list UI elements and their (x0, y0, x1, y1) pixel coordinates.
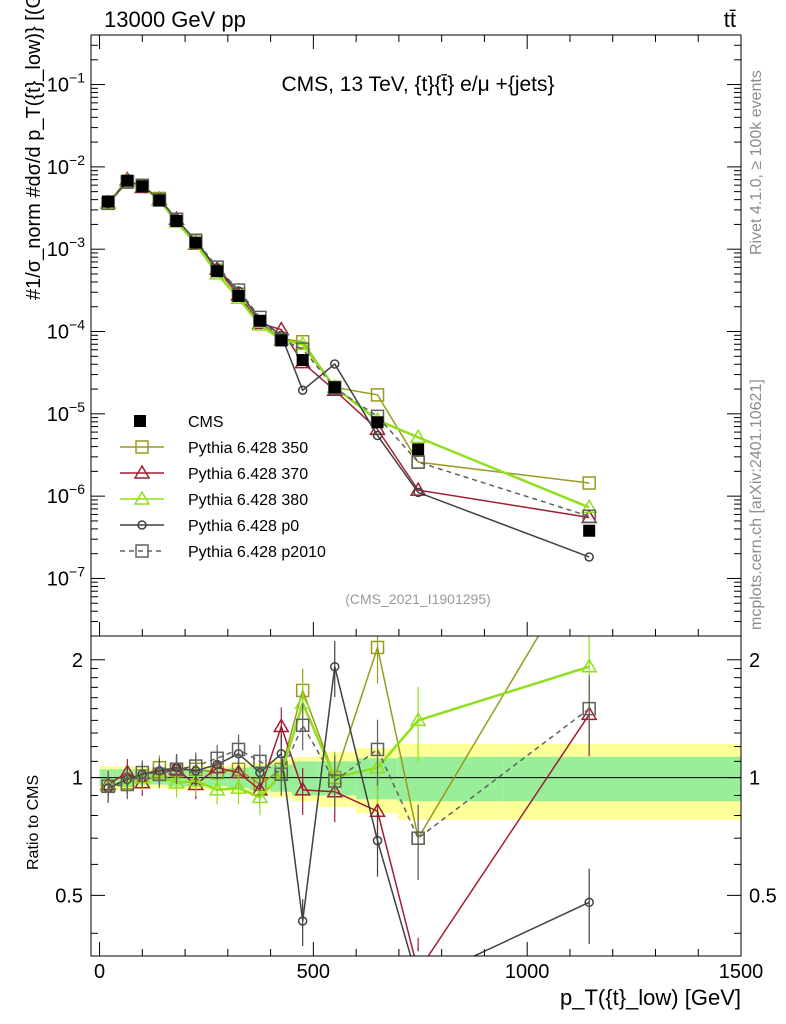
series-line-main (107, 178, 590, 519)
band-inner (503, 756, 741, 802)
y-tick-label: 10−6 (47, 481, 85, 508)
y-tick-label: 10−7 (47, 563, 85, 590)
legend-marker (135, 544, 149, 558)
y-tick-label: 10−4 (47, 317, 85, 344)
series-point-main (582, 509, 596, 523)
legend-entry: Pythia 6.428 370 (188, 466, 308, 483)
series-point-main (411, 455, 425, 469)
series-point-main (409, 481, 427, 496)
x-tick-label: 500 (297, 961, 330, 983)
legend-marker (133, 464, 151, 479)
ratio-tick-label-right: 0.5 (749, 885, 777, 907)
cms-data-point (232, 290, 245, 303)
legend-entry: CMS (188, 414, 224, 431)
legend-marker (134, 415, 146, 427)
ratio-plot (91, 636, 741, 986)
cms-data-point (296, 354, 309, 367)
series-line-main (107, 180, 590, 558)
series-point-ratio (414, 978, 422, 986)
mcplots-label: mcplots.cern.ch [arXiv:2401.10621] (748, 379, 765, 630)
cms-data-point (328, 381, 341, 394)
ratio-tick-label-right: 2 (749, 650, 760, 672)
cms-data-point (583, 524, 596, 537)
analysis-id: (CMS_2021_I1901295) (345, 591, 491, 607)
plot-title: CMS, 13 TeV, {t}{t̄} e/μ +{jets} (281, 73, 554, 96)
series-point-main (582, 476, 596, 490)
ratio-tick-label: 2 (72, 650, 83, 672)
legend-entry: Pythia 6.428 380 (188, 492, 308, 509)
series-point-main (370, 388, 385, 402)
series-point-main (409, 428, 427, 444)
legend: CMS Pythia 6.428 350 Pythia 6.428 370 Pythi… (120, 414, 326, 561)
series-line-ratio (107, 666, 590, 956)
x-axis-label: p_T({t}_low) [GeV] (560, 985, 741, 1010)
cms-data-point (275, 334, 288, 347)
y-tick-label: 10−2 (47, 152, 85, 179)
ratio-tick-label: 1 (72, 768, 83, 790)
axes: 0 500 1000 1500 10−1 10−2 10−3 10−4 10−5 10−6 10−7… (47, 34, 777, 983)
series-point-main (330, 359, 340, 369)
cms-data-point (253, 314, 266, 327)
series-point-main (372, 430, 383, 441)
rivet-label: Rivet 4.1.0, ≥ 100k events (748, 70, 765, 255)
process-label: tt̄ (724, 7, 736, 32)
legend-marker (135, 440, 149, 454)
x-tick-label: 1000 (505, 961, 550, 983)
y-tick-label: 10−5 (47, 399, 85, 426)
legend-entry: Pythia 6.428 p2010 (188, 544, 326, 561)
x-tick-label: 0 (94, 961, 105, 983)
legend-marker (133, 490, 151, 505)
series-point-main (413, 487, 423, 498)
series-line-main (107, 181, 590, 517)
band-inner (397, 756, 504, 802)
cms-data-point (371, 416, 384, 429)
series-point-main (584, 552, 594, 562)
ratio-frame (90, 635, 742, 957)
series-line-main (107, 179, 590, 509)
y-tick-label: 10−3 (47, 234, 85, 261)
cms-data-point (102, 195, 115, 208)
ratio-tick-label: 0.5 (55, 885, 83, 907)
y-tick-label: 10−1 (47, 70, 85, 97)
cms-data-point (136, 180, 149, 193)
legend-entry: Pythia 6.428 p0 (188, 518, 299, 535)
cms-data-point (153, 194, 166, 207)
cms-data-point (189, 236, 202, 249)
cms-data-point (412, 443, 425, 456)
energy-label: 13000 GeV pp (104, 7, 246, 32)
series-point-main (295, 334, 310, 349)
cms-data-point (121, 174, 134, 187)
y-axis-label: #1/σ_norm #dσ/d p_T({t}_low)} [(GeV)^-1] (23, 0, 45, 300)
ratio-y-label: Ratio to CMS (25, 775, 42, 870)
cms-data-point (211, 265, 224, 278)
main-plot (99, 171, 598, 562)
legend-marker (137, 520, 147, 530)
series-point-main (297, 385, 308, 395)
series-point-main (580, 498, 598, 514)
legend-entry: Pythia 6.428 350 (188, 440, 308, 457)
cms-data-point (170, 215, 183, 228)
x-tick-label: 1500 (719, 961, 764, 983)
ratio-tick-label-right: 1 (749, 768, 760, 790)
series-point-ratio (411, 964, 425, 976)
